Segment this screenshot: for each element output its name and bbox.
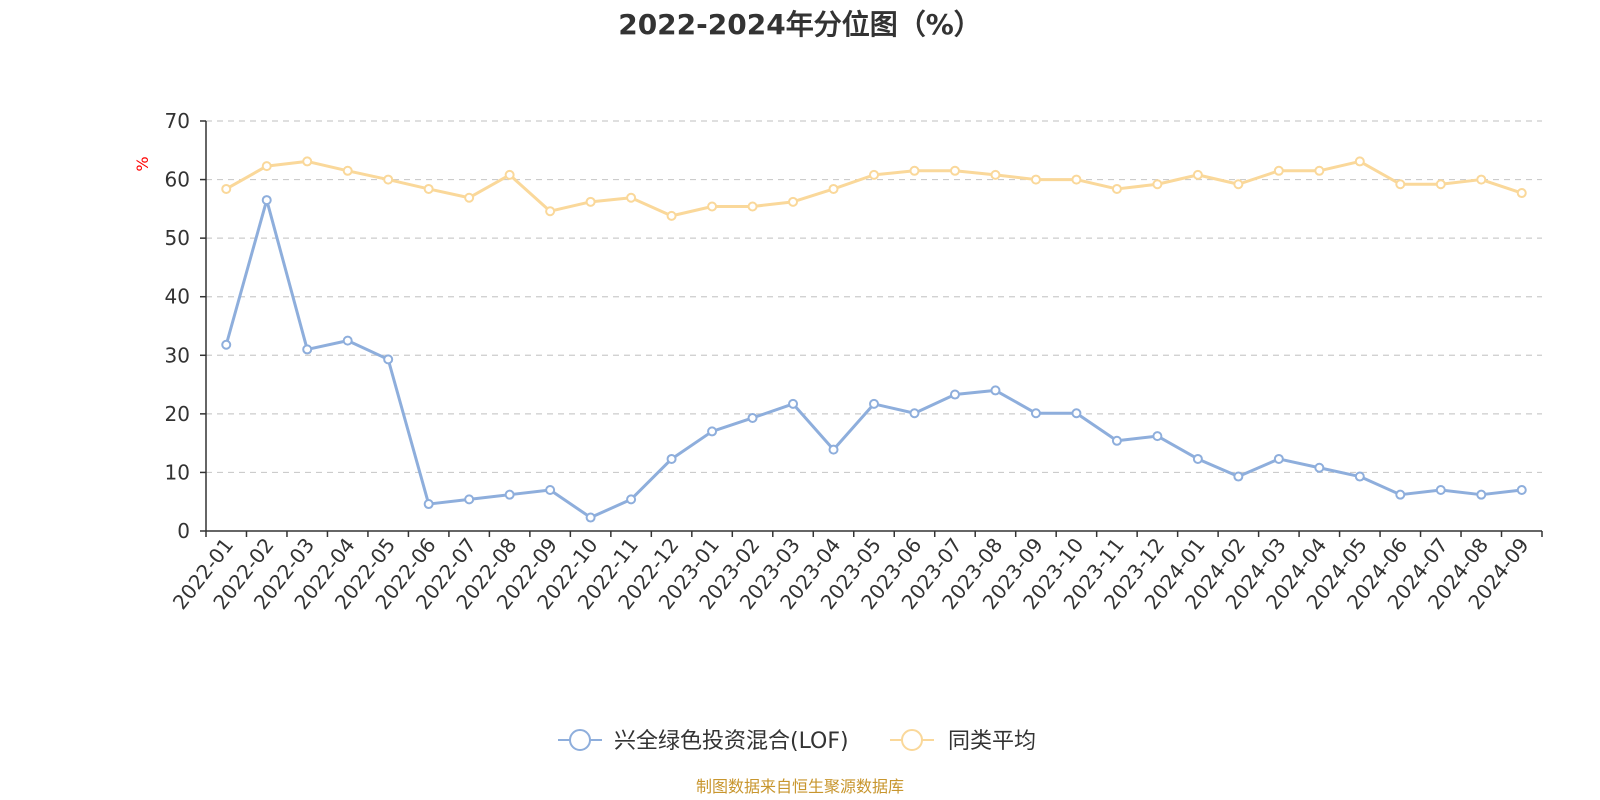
data-point-series-2 [423, 183, 434, 194]
legend-marker-series-2 [901, 729, 923, 751]
data-point-series-1 [585, 512, 596, 523]
data-point-series-2 [585, 196, 596, 207]
y-tick-label-50: 50 [165, 226, 190, 250]
data-point-series-1 [747, 412, 758, 423]
data-point-series-1 [504, 489, 515, 500]
data-point-series-2 [302, 156, 313, 167]
y-tick-label-60: 60 [165, 168, 190, 192]
data-point-series-1 [909, 408, 920, 419]
data-point-series-1 [1354, 471, 1365, 482]
data-point-series-2 [261, 161, 272, 172]
data-point-series-2 [221, 183, 232, 194]
legend-item-series-1[interactable]: 兴全绿色投资混合(LOF) [558, 729, 849, 754]
data-point-series-1 [1071, 408, 1082, 419]
series-1 [221, 195, 1527, 523]
data-point-series-2 [707, 201, 718, 212]
y-axis-unit-label: % [133, 156, 152, 171]
data-point-series-1 [545, 485, 556, 495]
data-point-series-2 [788, 196, 799, 207]
grid-lines [206, 120, 1542, 474]
data-point-series-1 [788, 398, 799, 409]
data-point-series-2 [1111, 183, 1122, 194]
data-point-series-1 [869, 398, 879, 409]
data-point-series-2 [464, 192, 475, 203]
data-point-series-2 [666, 210, 677, 221]
data-point-series-2 [1233, 179, 1244, 190]
data-point-series-1 [1273, 453, 1284, 464]
y-tick-label-40: 40 [165, 285, 190, 309]
data-point-series-1 [342, 335, 353, 346]
data-point-series-2 [383, 174, 394, 185]
data-point-series-2 [828, 183, 839, 194]
data-point-series-1 [1435, 485, 1446, 495]
data-point-series-1 [221, 339, 232, 350]
data-point-series-2 [909, 165, 920, 176]
data-point-series-2 [504, 169, 515, 180]
data-point-series-2 [626, 192, 637, 203]
data-point-series-2 [1273, 165, 1284, 176]
data-point-series-2 [1030, 174, 1041, 185]
data-point-series-1 [261, 195, 272, 206]
data-point-series-1 [1395, 489, 1406, 500]
data-point-series-1 [1516, 485, 1527, 495]
y-tick-label-20: 20 [165, 402, 190, 426]
data-source-note: 制图数据来自恒生聚源数据库 [696, 777, 904, 796]
legend-item-series-2[interactable]: 同类平均 [890, 729, 1036, 754]
data-point-series-1 [828, 444, 839, 455]
data-point-series-1 [1030, 408, 1041, 419]
data-point-series-1 [423, 499, 434, 510]
series-1-line [224, 198, 1522, 520]
series-2-line [225, 159, 1523, 218]
data-point-series-1 [464, 494, 475, 505]
data-point-series-2 [1476, 174, 1487, 185]
legend-label-series-2: 同类平均 [948, 729, 1036, 754]
chart-title: 2022-2024年分位图（%） [618, 8, 982, 41]
data-point-series-2 [342, 165, 353, 176]
data-point-series-1 [1111, 435, 1122, 446]
y-tick-label-30: 30 [165, 343, 190, 367]
data-point-series-2 [1071, 174, 1082, 185]
data-point-series-1 [1152, 431, 1163, 442]
data-point-series-1 [1233, 471, 1244, 482]
data-point-series-2 [1192, 169, 1203, 180]
data-point-series-1 [383, 354, 394, 365]
data-point-series-2 [990, 169, 1001, 180]
data-point-series-1 [990, 385, 1001, 396]
data-point-series-1 [1476, 489, 1487, 500]
data-point-series-1 [666, 453, 677, 464]
data-point-series-1 [1192, 453, 1203, 464]
data-point-series-2 [747, 201, 758, 212]
series-2 [221, 156, 1527, 221]
data-point-series-2 [1314, 165, 1325, 176]
y-tick-label-0: 0 [177, 519, 190, 543]
data-point-series-1 [707, 426, 718, 437]
legend-label-series-1: 兴全绿色投资混合(LOF) [614, 729, 849, 754]
data-point-series-2 [1395, 179, 1406, 190]
data-point-series-2 [869, 169, 879, 180]
data-point-series-2 [949, 165, 960, 176]
y-tick-label-10: 10 [165, 460, 190, 484]
data-point-series-1 [949, 389, 960, 400]
legend: 兴全绿色投资混合(LOF) 同类平均 [558, 729, 1036, 754]
data-point-series-1 [1314, 462, 1325, 473]
data-point-series-2 [1516, 188, 1527, 199]
data-point-series-1 [302, 344, 313, 355]
data-point-series-2 [545, 206, 556, 217]
axes: 0102030405060702022-012022-022022-032022… [165, 109, 1543, 614]
data-point-series-2 [1354, 156, 1365, 167]
series-lines [221, 156, 1527, 523]
legend-marker-series-1 [569, 729, 591, 751]
data-point-series-2 [1152, 179, 1163, 190]
y-tick-label-70: 70 [165, 109, 190, 133]
data-point-series-1 [626, 494, 637, 505]
data-point-series-2 [1435, 179, 1446, 190]
